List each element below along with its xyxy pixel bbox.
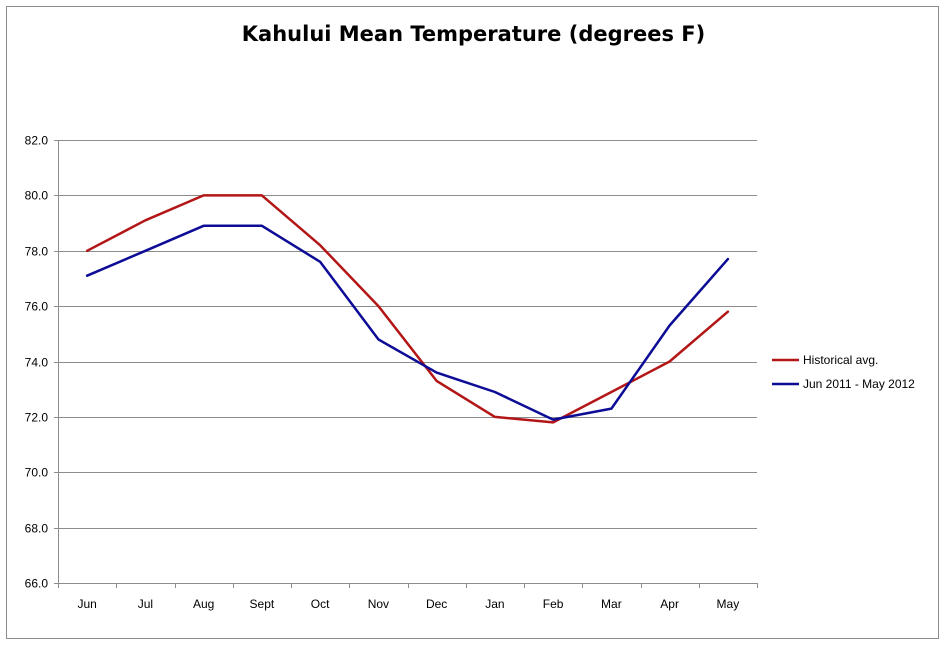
legend-label: Historical avg. xyxy=(803,353,878,367)
y-tick-label: 76.0 xyxy=(25,300,49,314)
x-tick-label: Mar xyxy=(601,597,622,611)
gridlines xyxy=(54,140,757,584)
x-tick-label: Oct xyxy=(311,597,330,611)
x-tick-label: Feb xyxy=(543,597,564,611)
y-tick-label: 68.0 xyxy=(25,522,49,536)
y-tick-label: 66.0 xyxy=(25,577,49,591)
chart-frame xyxy=(6,6,939,639)
series-line-1 xyxy=(85,194,730,424)
y-tick-label: 74.0 xyxy=(25,356,49,370)
series-line-2 xyxy=(85,224,730,421)
series-lines xyxy=(85,194,730,424)
y-tick-label: 78.0 xyxy=(25,245,49,259)
x-tick-label: Jan xyxy=(485,597,504,611)
x-tick-label: Jul xyxy=(138,597,153,611)
axes xyxy=(58,140,758,588)
x-tick-label: May xyxy=(717,597,740,611)
y-tick-labels: 66.0 68.0 70.0 72.0 74.0 76.0 78.0 80.0 82.0 xyxy=(25,134,49,591)
x-tick-label: Jun xyxy=(77,597,96,611)
x-tick-label: Aug xyxy=(193,597,214,611)
y-tick-label: 70.0 xyxy=(25,466,49,480)
x-tick-label: Dec xyxy=(426,597,447,611)
chart-title: Kahului Mean Temperature (degrees F) xyxy=(241,22,706,46)
x-tick-label: Apr xyxy=(660,597,679,611)
x-tick-label: Sept xyxy=(250,597,275,611)
y-tick-label: 80.0 xyxy=(25,189,49,203)
legend-label: Jun 2011 - May 2012 xyxy=(803,377,915,391)
y-tick-label: 72.0 xyxy=(25,411,49,425)
x-tick-label: Nov xyxy=(368,597,389,611)
x-tick-labels: Jun Jul Aug Sept Oct Nov Dec Jan Feb Mar Apr May xyxy=(77,597,739,611)
y-tick-label: 82.0 xyxy=(25,134,49,148)
legend: Historical avg. Jun 2011 - May 2012 xyxy=(772,353,915,391)
